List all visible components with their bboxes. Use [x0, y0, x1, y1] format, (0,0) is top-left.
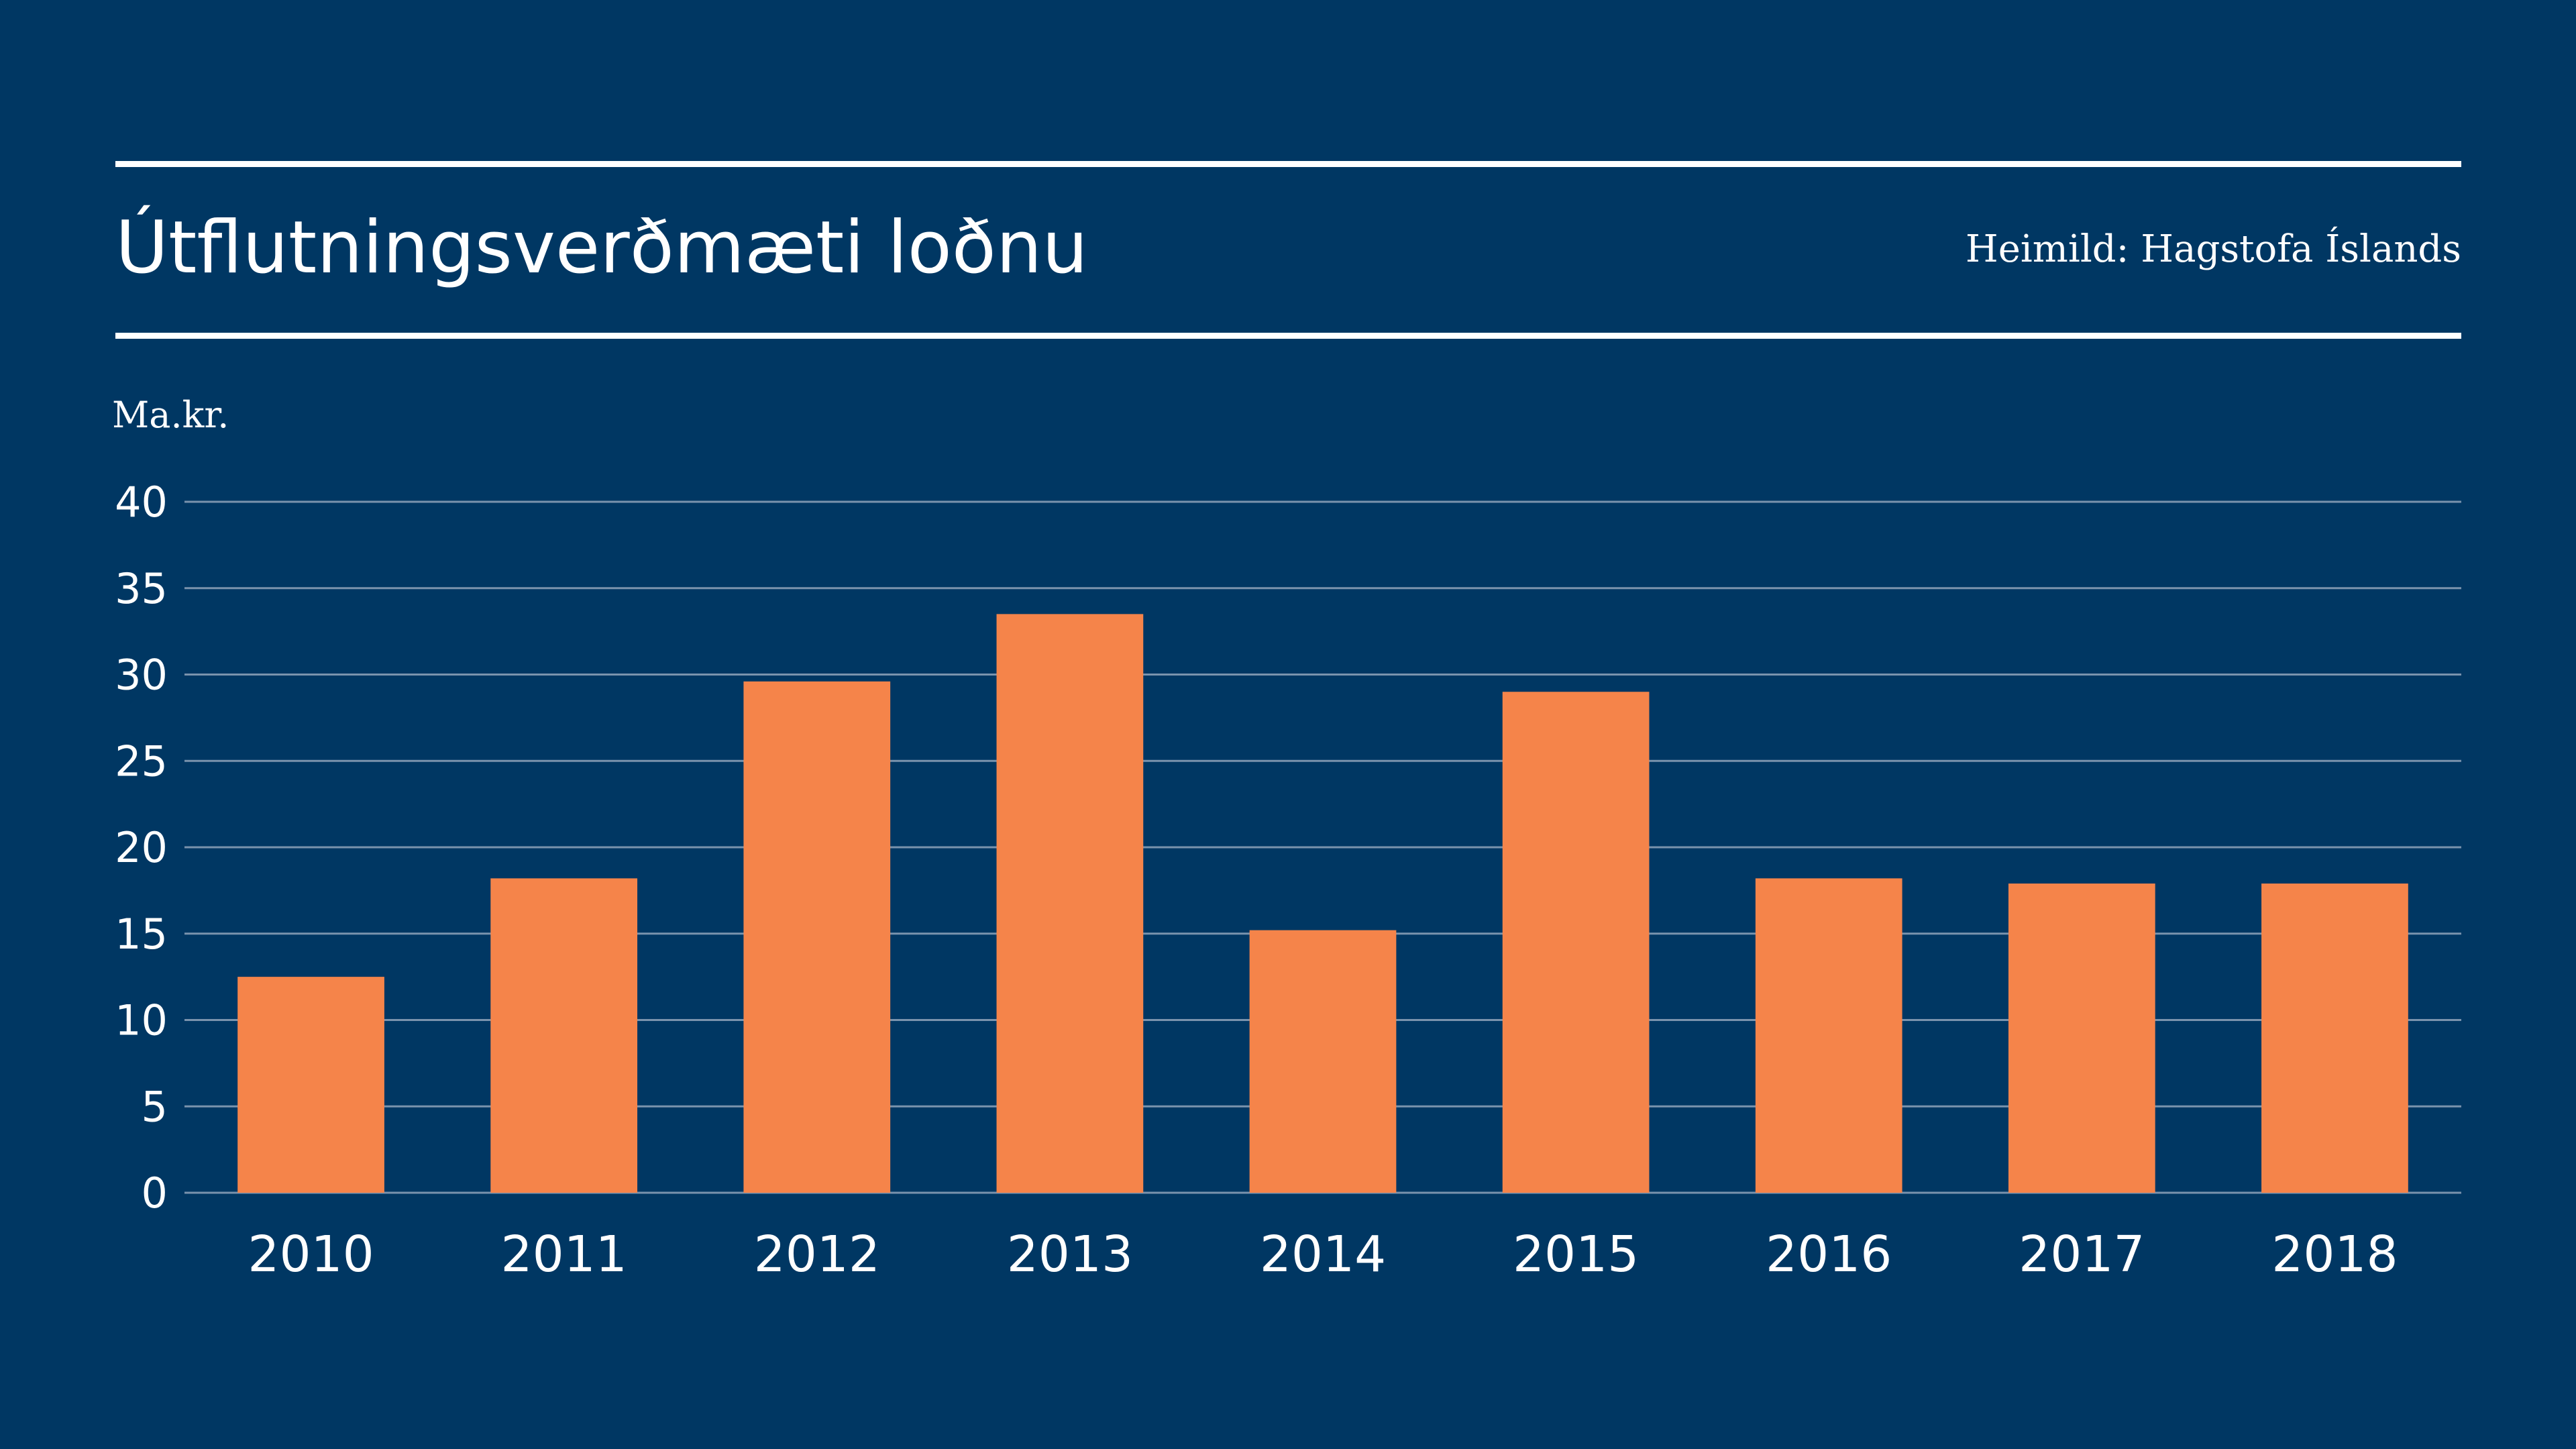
y-tick-label-10: 10	[115, 996, 168, 1045]
header-top-rule	[115, 161, 2461, 167]
x-tick-label-2013: 2013	[1007, 1226, 1133, 1283]
y-tick-label-0: 0	[142, 1169, 168, 1218]
bar-2010	[237, 977, 384, 1193]
y-tick-label-5: 5	[142, 1082, 168, 1131]
bar-2012	[743, 681, 891, 1193]
x-tick-label-2018: 2018	[2271, 1226, 2398, 1283]
y-tick-label-25: 25	[115, 737, 168, 786]
bar-2013	[996, 614, 1144, 1193]
y-tick-label-30: 30	[115, 651, 168, 700]
bar-2016	[1755, 878, 1902, 1193]
x-tick-label-2012: 2012	[754, 1226, 880, 1283]
x-tick-label-2014: 2014	[1260, 1226, 1386, 1283]
x-tick-label-2011: 2011	[501, 1226, 627, 1283]
x-tick-label-2010: 2010	[248, 1226, 374, 1283]
source-note: Heimild: Hagstofa Íslands	[1965, 227, 2461, 271]
y-tick-label-20: 20	[115, 823, 168, 872]
y-tick-label-40: 40	[115, 478, 168, 527]
y-tick-label-15: 15	[115, 910, 168, 959]
header-bottom-rule	[115, 333, 2461, 339]
bar-2015	[1502, 692, 1650, 1193]
x-tick-label-2017: 2017	[2019, 1226, 2145, 1283]
bar-2014	[1249, 930, 1397, 1193]
chart-title: Útflutningsverðmæti loðnu	[115, 206, 1088, 290]
bar-2017	[2008, 883, 2155, 1193]
y-tick-label-35: 35	[115, 564, 168, 613]
x-tick-label-2016: 2016	[1766, 1226, 1892, 1283]
bar-2018	[2261, 883, 2408, 1193]
y-axis-unit-label: Ma.kr.	[112, 394, 229, 436]
bar-2011	[490, 878, 638, 1193]
x-tick-label-2015: 2015	[1513, 1226, 1639, 1283]
